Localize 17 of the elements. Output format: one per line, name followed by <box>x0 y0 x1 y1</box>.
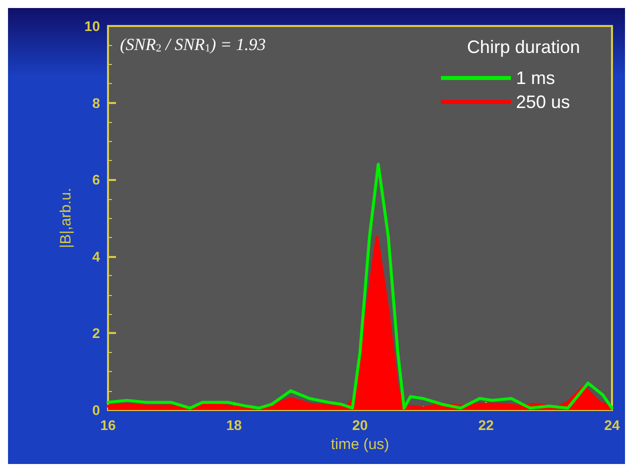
x-tick-label: 18 <box>226 417 242 433</box>
y-axis-title: |B|,arb.u. <box>58 188 75 248</box>
line-series <box>106 162 614 410</box>
x-tick-label: 20 <box>352 417 368 433</box>
y-tick-label: 2 <box>92 325 100 342</box>
x-axis-title: time (us) <box>330 436 390 453</box>
y-tick-label: 6 <box>92 172 100 188</box>
y-tick-label: 8 <box>92 94 100 111</box>
y-tick-label: 10 <box>84 18 100 34</box>
x-tick-label: 22 <box>478 417 494 433</box>
legend-label: 250 us <box>516 92 570 112</box>
legend-title: Chirp duration <box>466 37 580 57</box>
legend-label: 1 ms <box>516 68 555 88</box>
x-tick-label: 16 <box>100 417 116 433</box>
y-tick-label: 0 <box>92 402 100 418</box>
y-tick-label: 4 <box>92 248 100 264</box>
x-tick-label: 24 <box>604 417 620 433</box>
